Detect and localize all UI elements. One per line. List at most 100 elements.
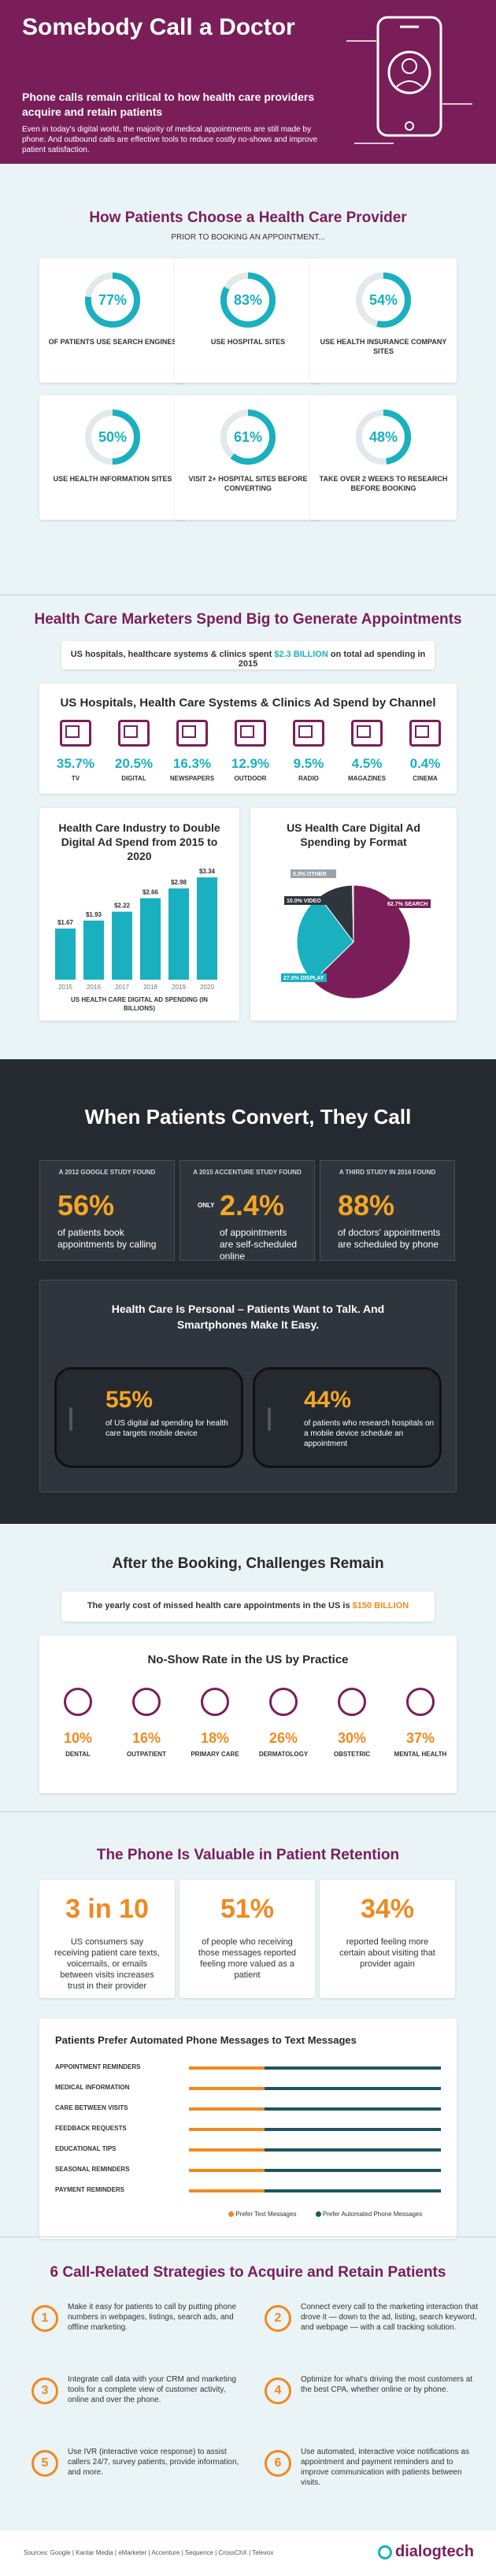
channel-label: MAGAZINES bbox=[348, 775, 386, 782]
strategy-text: Connect every call to the marketing inte… bbox=[301, 2303, 479, 2332]
strategy-number: 5 bbox=[31, 2450, 58, 2477]
strategy-number: 1 bbox=[31, 2305, 58, 2332]
provider-stat-card: 48% TAKE OVER 2 WEEKS TO RESEARCH BEFORE … bbox=[310, 395, 457, 520]
bar-value-label: $2.22 bbox=[114, 903, 131, 910]
bar-value-label: $2.66 bbox=[143, 889, 159, 896]
phone-speaker bbox=[69, 1407, 72, 1431]
pie-label: 0.3% OTHER bbox=[293, 872, 326, 877]
pie-label-bg bbox=[281, 973, 327, 982]
cost-callout-amount: $150 BILLION bbox=[352, 1601, 409, 1610]
doctor-icon bbox=[201, 1688, 229, 1716]
retention-desc: reported feeling more certain about visi… bbox=[339, 1937, 435, 1969]
strategies-section: 6 Call-Related Strategies to Acquire and… bbox=[0, 2248, 496, 2576]
bar-value-label: $2.98 bbox=[171, 879, 187, 886]
stat-value: 88% bbox=[338, 1189, 395, 1221]
skin-icon bbox=[269, 1688, 298, 1716]
donut-arc bbox=[85, 410, 140, 465]
choose-subtitle: PRIOR TO BOOKING AN APPOINTMENT... bbox=[171, 233, 325, 242]
phone-stat-desc: of US digital ad spending for health car… bbox=[105, 1419, 228, 1438]
smartphone-frame: 55% of US digital ad spending for health … bbox=[54, 1367, 243, 1468]
noshow-value: 10% bbox=[63, 1730, 93, 1746]
pie-label-bg bbox=[284, 896, 330, 905]
stat-prefix: ONLY bbox=[198, 1202, 215, 1209]
donut-label: OF PATIENTS USE SEARCH ENGINES bbox=[48, 338, 177, 346]
stat-value: 56% bbox=[57, 1189, 115, 1221]
hero-header: Somebody Call a Doctor Phone calls remai… bbox=[0, 0, 496, 164]
bar bbox=[168, 888, 189, 980]
channel-label: OUTDOOR bbox=[234, 775, 267, 782]
strategies-title: 6 Call-Related Strategies to Acquire and… bbox=[50, 2264, 446, 2281]
donut-chart: 61% bbox=[219, 408, 277, 466]
strategy-text: Use automated, interactive voice notific… bbox=[301, 2448, 469, 2487]
donut-chart: 77% bbox=[83, 271, 142, 329]
donut-value: 50% bbox=[98, 429, 128, 445]
stat-desc: of appointments are self-scheduled onlin… bbox=[220, 1227, 298, 1262]
stat-source: A 2015 ACCENTURE STUDY FOUND bbox=[193, 1169, 302, 1176]
newspaper-icon bbox=[176, 720, 208, 747]
phone-stat-desc: of patients who research hospitals on a … bbox=[304, 1419, 435, 1448]
preference-row: SEASONAL REMINDERS bbox=[55, 2165, 480, 2176]
cost-callout-pre: The yearly cost of missed health care ap… bbox=[87, 1601, 353, 1610]
strategy-item: 6 Use automated, interactive voice notifi… bbox=[265, 2447, 485, 2510]
pie-chart-card: US Health Care Digital Ad Spending by Fo… bbox=[250, 808, 457, 1021]
channel-value: 35.7% bbox=[56, 756, 95, 771]
donut-chart: 83% bbox=[219, 271, 277, 329]
bar-text-share bbox=[189, 2128, 265, 2131]
spend-callout: US hospitals, healthcare systems & clini… bbox=[61, 641, 435, 669]
donut-arc bbox=[85, 272, 140, 328]
retention-value: 34% bbox=[360, 1894, 415, 1924]
strategy-number: 3 bbox=[31, 2378, 58, 2404]
channel-label: NEWSPAPERS bbox=[169, 775, 215, 782]
retention-desc: US consumers say receiving patient care … bbox=[54, 1937, 160, 1991]
bar-text-share bbox=[189, 2169, 265, 2172]
noshow-label: OUTPATIENT bbox=[127, 1751, 166, 1758]
bar-chart-card: Health Care Industry to Double Digital A… bbox=[39, 808, 239, 1021]
bar-value-label: $3.34 bbox=[199, 868, 216, 875]
retention-value: 3 in 10 bbox=[65, 1894, 149, 1924]
pie-slice bbox=[312, 884, 411, 999]
donut-label: USE HOSPITAL SITES bbox=[210, 338, 286, 346]
bar-chart-title: Health Care Industry to Double Digital A… bbox=[58, 821, 220, 862]
noshow-label: OBSTETRIC bbox=[333, 1751, 371, 1758]
convert-stat-box: A THIRD STUDY IN 2016 FOUND 88% of doctors… bbox=[320, 1160, 455, 1261]
noshow-label: DENTAL bbox=[65, 1751, 91, 1758]
noshow-value: 18% bbox=[200, 1730, 230, 1746]
bar-phone-share bbox=[265, 2189, 441, 2192]
magazine-icon bbox=[351, 720, 383, 747]
bar bbox=[83, 920, 104, 980]
x-tick-label: 2015 bbox=[58, 984, 72, 991]
noshow-label: PRIMARY CARE bbox=[191, 1751, 239, 1758]
channel-label: TV bbox=[71, 775, 80, 782]
channel-value: 20.5% bbox=[114, 756, 154, 771]
strategy-item: 3 Integrate call data with your CRM and m… bbox=[31, 2374, 252, 2437]
channel-value: 9.5% bbox=[293, 756, 324, 771]
donut-chart: 50% bbox=[83, 408, 142, 466]
bar-phone-share bbox=[265, 2066, 441, 2070]
billboard-icon bbox=[235, 720, 266, 747]
brain-icon bbox=[406, 1688, 435, 1716]
cost-callout: The yearly cost of missed health care ap… bbox=[61, 1592, 435, 1622]
logo-icon bbox=[377, 2544, 392, 2559]
preference-row: CARE BETWEEN VISITS bbox=[55, 2103, 480, 2115]
tv-icon bbox=[60, 720, 91, 747]
channel-label: RADIO bbox=[298, 775, 319, 782]
provider-stat-card: 50% USE HEALTH INFORMATION SITES bbox=[39, 395, 186, 520]
channel-value: 16.3% bbox=[172, 756, 212, 771]
preference-row: EDUCATIONAL TIPS bbox=[55, 2144, 480, 2155]
divider bbox=[0, 1811, 496, 1812]
legend-text-swatch bbox=[228, 2211, 234, 2218]
prefer-card: Patients Prefer Automated Phone Messages… bbox=[39, 2018, 457, 2239]
preference-row: FEEDBACK REQUESTS bbox=[55, 2124, 480, 2135]
x-tick-label: 2016 bbox=[87, 984, 101, 991]
strategy-number: 2 bbox=[265, 2305, 291, 2332]
strategy-item: 1 Make it easy for patients to call by pu… bbox=[31, 2302, 252, 2365]
strategy-text: Optimize for what's driving the most cus… bbox=[301, 2375, 473, 2394]
preference-row: MEDICAL INFORMATION bbox=[55, 2083, 480, 2094]
spend-callout-amount: $2.3 BILLION bbox=[274, 650, 328, 659]
bar-text-share bbox=[189, 2107, 265, 2111]
donut-chart: 48% bbox=[354, 408, 413, 466]
crutch-icon bbox=[132, 1688, 161, 1716]
pie-label: 27.0% DISPLAY bbox=[283, 976, 324, 981]
noshow-value: 16% bbox=[131, 1730, 161, 1746]
preference-label: FEEDBACK REQUESTS bbox=[55, 2125, 127, 2132]
